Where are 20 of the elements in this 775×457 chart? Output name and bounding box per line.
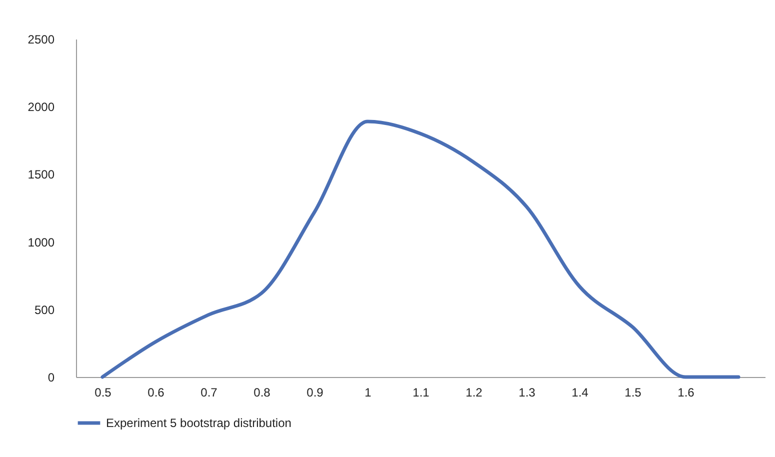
x-tick-label: 0.5 xyxy=(94,386,112,400)
y-tick-label: 1000 xyxy=(28,235,55,250)
y-tick-label: 2500 xyxy=(28,32,55,46)
x-tick-label: 1.2 xyxy=(466,386,483,400)
y-tick-label: 1500 xyxy=(28,168,55,182)
x-tick-label: 0.7 xyxy=(200,386,218,400)
legend-label: Experiment 5 bootstrap distribution xyxy=(106,416,292,430)
x-tick-label: 0.8 xyxy=(254,386,271,400)
y-tick-label: 0 xyxy=(48,370,55,384)
x-tick-label: 1.6 xyxy=(678,386,695,400)
y-tick-label: 2000 xyxy=(28,100,55,114)
x-tick-label: 1.1 xyxy=(412,386,430,400)
line-series xyxy=(100,120,740,379)
x-tick-label: 1.3 xyxy=(518,386,536,400)
x-tick-label: 1 xyxy=(364,386,372,400)
y-tick-label: 500 xyxy=(34,302,55,317)
x-tick-label: 0.9 xyxy=(306,386,324,400)
x-tick-label: 1.5 xyxy=(624,386,642,400)
x-tick-label: 0.6 xyxy=(148,386,165,400)
x-tick-label: 1.4 xyxy=(572,386,589,400)
